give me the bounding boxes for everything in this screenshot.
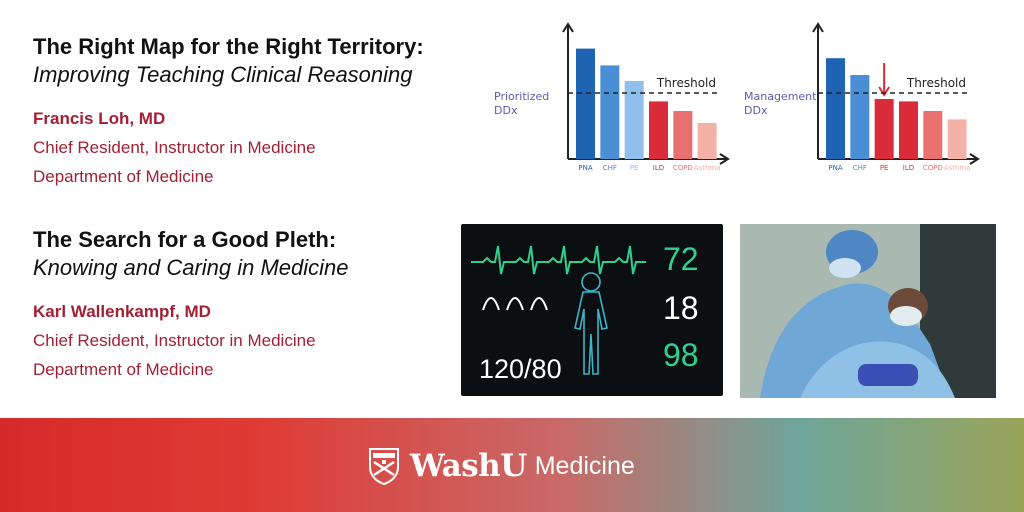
vital-signs-monitor: 72 18 98 120/80 xyxy=(461,224,723,396)
bar-asthma xyxy=(697,123,717,159)
talk-2-speaker: Karl Wallenkampf, MD xyxy=(33,302,211,321)
brand-washu: WashU xyxy=(410,448,527,484)
tick-label-pna: PNA xyxy=(828,164,842,172)
bar-ild xyxy=(649,101,668,159)
talk-2-department: Department of Medicine xyxy=(33,360,214,379)
x-axis-arrow xyxy=(719,153,730,165)
footer-banner xyxy=(0,418,1024,512)
tick-label-copd: COPD xyxy=(923,164,943,172)
tick-label-pe: PE xyxy=(880,164,889,172)
bar-copd xyxy=(673,111,693,159)
bar-pna xyxy=(826,58,845,160)
bar-pe xyxy=(624,81,644,159)
bar-chf xyxy=(850,75,870,159)
y-axis-label: Prioritized xyxy=(494,90,549,103)
y-axis-arrow xyxy=(812,22,824,33)
tick-label-asthma: Asthma xyxy=(944,164,971,172)
talk-1-title: The Right Map for the Right Territory: xyxy=(33,34,424,59)
bar-pna xyxy=(576,48,595,159)
brand-medicine: Medicine xyxy=(534,451,635,480)
bar-ild xyxy=(899,101,918,159)
bar-pe xyxy=(874,99,894,159)
tick-label-ild: ILD xyxy=(903,164,914,172)
tick-label-pna: PNA xyxy=(578,164,592,172)
talk-1: The Right Map for the Right Territory: I… xyxy=(33,33,424,191)
bar-copd xyxy=(923,111,943,159)
spo2-value: 98 xyxy=(663,337,699,373)
human-figure-icon xyxy=(574,272,608,375)
y-axis-arrow xyxy=(562,22,574,33)
tick-label-copd: COPD xyxy=(673,164,693,172)
talk-2-role: Chief Resident, Instructor in Medicine xyxy=(33,331,316,350)
heart-rate-value: 72 xyxy=(663,241,699,277)
talk-1-role: Chief Resident, Instructor in Medicine xyxy=(33,138,316,157)
y-axis-label-line-2: DDx xyxy=(744,104,768,117)
resp-rate-value: 18 xyxy=(663,290,699,326)
pleth-waveform xyxy=(482,297,548,311)
talk-2: The Search for a Good Pleth: Knowing and… xyxy=(33,226,349,384)
talk-1-speaker: Francis Loh, MD xyxy=(33,109,166,128)
tick-label-chf: CHF xyxy=(603,164,617,172)
caregiver-photo xyxy=(740,224,996,398)
talk-2-subtitle: Knowing and Caring in Medicine xyxy=(33,255,349,280)
tick-label-ild: ILD xyxy=(653,164,664,172)
talk-1-department: Department of Medicine xyxy=(33,167,214,186)
blood-pressure-value: 120/80 xyxy=(479,354,562,384)
x-axis-arrow xyxy=(969,153,980,165)
tick-label-pe: PE xyxy=(630,164,639,172)
attention-arrow-head xyxy=(878,86,891,97)
washu-medicine-logo: WashU Medicine xyxy=(368,446,635,486)
university-shield-icon xyxy=(369,448,399,485)
tick-label-chf: CHF xyxy=(853,164,867,172)
bar-asthma xyxy=(947,119,967,159)
y-axis-label-line-2: DDx xyxy=(494,104,518,117)
bar-chf xyxy=(600,65,620,159)
tick-label-asthma: Asthma xyxy=(694,164,721,172)
talk-2-title: The Search for a Good Pleth: xyxy=(33,227,337,252)
threshold-label: Threshold xyxy=(656,76,716,90)
ecg-waveform xyxy=(471,245,646,275)
y-axis-label: Management xyxy=(744,90,817,103)
threshold-label: Threshold xyxy=(906,76,966,90)
talk-1-subtitle: Improving Teaching Clinical Reasoning xyxy=(33,62,413,87)
